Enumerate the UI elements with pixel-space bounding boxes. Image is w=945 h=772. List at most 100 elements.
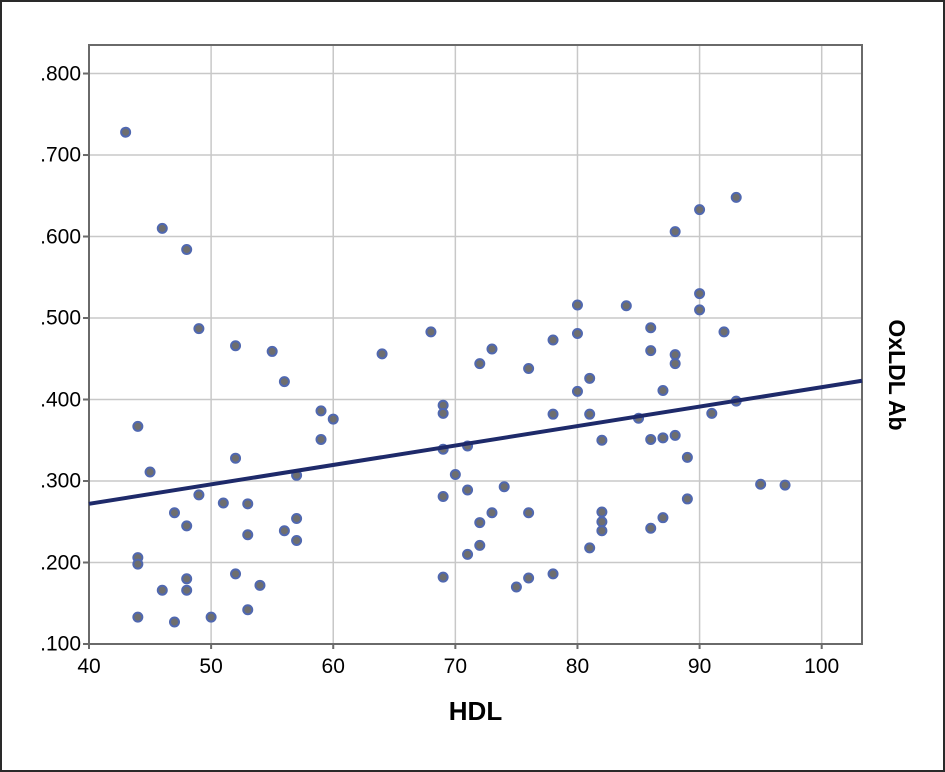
scatter-point bbox=[523, 363, 535, 375]
scatter-point bbox=[181, 244, 193, 256]
scatter-point bbox=[596, 516, 608, 528]
y-tick-label: .100 bbox=[40, 632, 81, 656]
scatter-point bbox=[230, 568, 242, 580]
scatter-point bbox=[523, 507, 535, 519]
scatter-point bbox=[694, 288, 706, 300]
x-tick-label: 50 bbox=[199, 655, 223, 678]
scatter-point bbox=[462, 548, 474, 560]
scatter-point bbox=[278, 525, 290, 537]
scatter-point bbox=[181, 573, 193, 585]
scatter-point bbox=[571, 299, 583, 311]
scatter-point bbox=[657, 512, 669, 524]
scatter-point bbox=[571, 327, 583, 339]
scatter-point bbox=[779, 479, 791, 491]
scatter-point bbox=[230, 340, 242, 352]
x-tick-label: 100 bbox=[804, 655, 840, 678]
x-tick-label: 70 bbox=[443, 655, 468, 678]
scatter-point bbox=[645, 345, 657, 357]
scatter-point bbox=[669, 349, 681, 361]
scatter-point bbox=[755, 478, 767, 490]
scatter-point bbox=[242, 604, 254, 616]
plot-frame bbox=[88, 44, 863, 645]
scatter-point bbox=[645, 522, 657, 534]
scatter-point bbox=[645, 322, 657, 334]
scatter-point bbox=[474, 517, 486, 529]
scatter-point bbox=[132, 420, 144, 432]
y-tick-label: .400 bbox=[40, 388, 81, 411]
scatter-point bbox=[596, 506, 608, 518]
x-tick-label: 60 bbox=[321, 655, 345, 678]
scatter-point bbox=[547, 334, 559, 346]
scatter-point bbox=[584, 542, 596, 554]
scatter-point bbox=[156, 584, 168, 596]
scatter-point bbox=[645, 433, 657, 445]
y-tick-label: .500 bbox=[40, 306, 81, 330]
scatter-point bbox=[315, 433, 327, 445]
y-axis-title: OxLDL Ab bbox=[884, 319, 910, 431]
scatter-point bbox=[291, 534, 303, 546]
y-tick-label: .600 bbox=[40, 225, 81, 249]
scatter-point bbox=[278, 376, 290, 388]
scatter-point bbox=[462, 484, 474, 496]
scatter-point bbox=[254, 579, 266, 591]
scatter-point bbox=[181, 520, 193, 532]
scatter-point bbox=[193, 323, 205, 335]
scatter-point bbox=[620, 300, 632, 312]
y-tick-label: .800 bbox=[40, 62, 81, 86]
scatter-point bbox=[474, 539, 486, 551]
scatter-point bbox=[425, 326, 437, 338]
scatter-point bbox=[242, 498, 254, 510]
scatter-point bbox=[498, 481, 510, 493]
scatter-point bbox=[291, 512, 303, 524]
scatter-point bbox=[230, 452, 242, 464]
scatter-point bbox=[266, 345, 278, 357]
scatter-point bbox=[706, 407, 718, 419]
scatter-point bbox=[168, 616, 180, 628]
y-tick-label: .200 bbox=[40, 551, 81, 574]
scatter-point bbox=[694, 204, 706, 216]
regression-line bbox=[88, 378, 863, 506]
scatter-point bbox=[474, 358, 486, 370]
scatter-point bbox=[168, 507, 180, 519]
scatter-point bbox=[547, 568, 559, 580]
x-tick-label: 40 bbox=[77, 655, 101, 678]
scatter-point bbox=[571, 385, 583, 397]
x-tick-label: 80 bbox=[565, 655, 590, 678]
scatter-point bbox=[242, 529, 254, 541]
scatter-point bbox=[217, 497, 229, 509]
scatter-point bbox=[437, 490, 449, 502]
scatter-point bbox=[523, 572, 535, 584]
scatter-point bbox=[156, 222, 168, 234]
scatter-point bbox=[376, 348, 388, 360]
scatter-point bbox=[669, 226, 681, 238]
scatter-point bbox=[669, 429, 681, 441]
scatter-point bbox=[486, 343, 498, 355]
scatter-point bbox=[315, 405, 327, 417]
scatter-point bbox=[205, 611, 217, 623]
scatter-point bbox=[694, 304, 706, 316]
scatter-point bbox=[657, 432, 669, 444]
scatter-point bbox=[144, 466, 156, 478]
scatter-point bbox=[193, 489, 205, 501]
scatter-point bbox=[681, 493, 693, 505]
scatter-point bbox=[181, 584, 193, 596]
scatter-point bbox=[132, 558, 144, 570]
scatter-point bbox=[327, 413, 339, 425]
y-tick-label: .300 bbox=[40, 469, 81, 493]
x-tick-label: 90 bbox=[687, 655, 712, 678]
scatter-point bbox=[584, 372, 596, 384]
scatter-point bbox=[437, 571, 449, 583]
scatter-point bbox=[120, 126, 132, 138]
x-axis-title: HDL bbox=[448, 696, 503, 726]
scatter-point bbox=[681, 451, 693, 463]
scatter-point bbox=[718, 326, 730, 338]
scatter-point bbox=[486, 507, 498, 519]
scatter-point bbox=[449, 468, 461, 480]
scatter-point bbox=[584, 408, 596, 420]
scatter-point bbox=[510, 581, 522, 593]
scatter-point bbox=[730, 191, 742, 203]
scatter-point bbox=[437, 407, 449, 419]
scatter-point bbox=[669, 358, 681, 370]
